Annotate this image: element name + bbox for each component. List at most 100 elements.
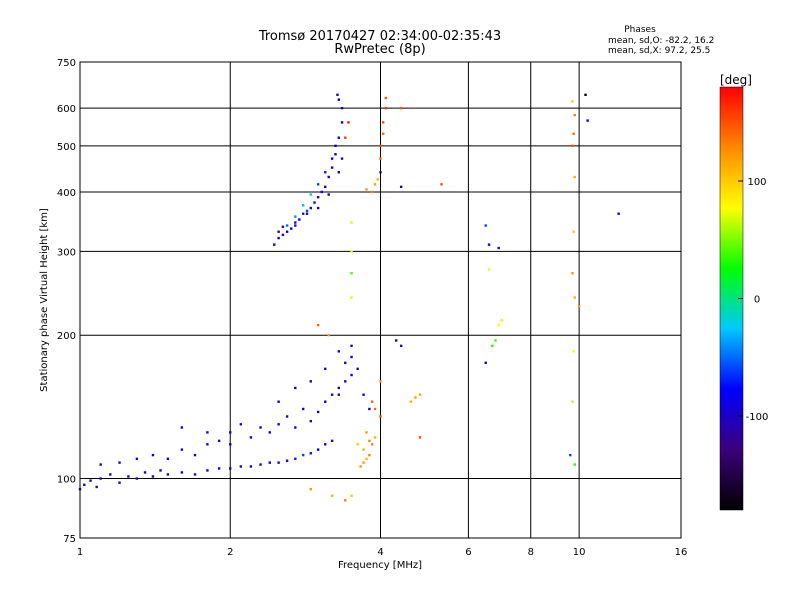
data-point [180, 471, 184, 474]
data-point [301, 212, 305, 215]
data-point [327, 193, 330, 196]
data-point [484, 361, 487, 365]
data-point [301, 453, 305, 457]
data-point [350, 344, 353, 348]
data-point [316, 206, 320, 210]
data-point [487, 243, 491, 246]
data-point [573, 463, 576, 466]
data-point [381, 121, 385, 124]
data-point [290, 227, 293, 230]
data-point [365, 188, 368, 191]
data-point [151, 453, 155, 457]
colorbar-tick-label: 0 [754, 295, 760, 306]
data-point [350, 272, 353, 275]
data-point [324, 367, 327, 371]
data-point [277, 423, 280, 426]
data-point [379, 171, 382, 174]
data-point [487, 268, 491, 271]
data-point [259, 463, 262, 466]
colorbar-tick-label: -100 [746, 412, 769, 423]
data-point [330, 157, 334, 160]
data-point [340, 157, 344, 160]
data-point [305, 209, 309, 213]
data-point [273, 243, 276, 246]
data-point [336, 93, 339, 96]
x-tick-label: 6 [465, 547, 471, 558]
data-point [294, 221, 297, 224]
data-point [298, 218, 301, 221]
phase-stats-heading: Phases [624, 25, 656, 35]
data-point [350, 355, 353, 359]
data-point [309, 452, 312, 455]
data-point [368, 453, 371, 457]
data-point [362, 461, 365, 464]
y-tick-label: 600 [57, 104, 76, 115]
phase-stats-o: mean, sd,O: -82.2, 16.2 [608, 36, 714, 46]
y-tick-label: 500 [57, 142, 76, 153]
data-point [344, 499, 347, 502]
data-point [281, 225, 285, 228]
data-point [330, 393, 334, 396]
data-point [305, 212, 309, 215]
data-point [362, 393, 365, 396]
data-point [337, 171, 341, 174]
data-point [109, 473, 112, 476]
data-point [337, 350, 341, 353]
data-point [324, 171, 327, 174]
data-point [584, 93, 587, 96]
data-point [316, 195, 320, 199]
data-point [277, 400, 280, 403]
data-point [229, 467, 232, 470]
data-point [365, 457, 368, 461]
data-point [99, 477, 102, 480]
data-point [159, 469, 162, 472]
data-point [494, 339, 497, 342]
data-point [337, 386, 341, 390]
data-point [399, 185, 403, 189]
data-point [229, 443, 232, 446]
data-point [356, 443, 359, 446]
data-point [356, 367, 359, 371]
data-point [206, 431, 209, 434]
data-point [249, 465, 253, 468]
data-point [394, 339, 398, 342]
data-point [414, 396, 417, 399]
y-axis-title: Stationary phase Virtual Height [km] [39, 208, 50, 392]
data-point [309, 206, 312, 210]
data-point [617, 212, 620, 215]
data-point [151, 475, 155, 478]
data-point [294, 386, 297, 390]
data-point [327, 334, 330, 337]
data-point [135, 477, 139, 480]
data-point [379, 380, 382, 383]
x-tick-label: 8 [528, 547, 534, 558]
data-point [301, 204, 305, 207]
data-point [166, 473, 170, 476]
x-tick-label: 2 [227, 547, 233, 558]
data-point [334, 144, 337, 148]
data-point [350, 221, 353, 224]
data-point [281, 233, 285, 237]
data-point [143, 471, 147, 474]
data-point [334, 153, 337, 156]
data-point [368, 407, 371, 411]
data-point [344, 380, 347, 383]
data-point [135, 457, 139, 461]
data-point [368, 439, 371, 443]
data-point [340, 121, 344, 124]
data-point [409, 400, 412, 403]
data-point [365, 431, 368, 434]
data-point [294, 224, 297, 227]
data-point [337, 393, 341, 396]
data-point [350, 250, 353, 253]
x-tick-label: 16 [675, 547, 688, 558]
data-point [373, 407, 377, 411]
data-point [206, 443, 209, 446]
data-point [193, 473, 197, 476]
data-point [294, 426, 297, 429]
data-point [127, 475, 130, 478]
data-point [309, 487, 312, 491]
y-tick-label: 400 [57, 188, 76, 199]
data-point [193, 453, 197, 457]
data-point [572, 230, 575, 233]
